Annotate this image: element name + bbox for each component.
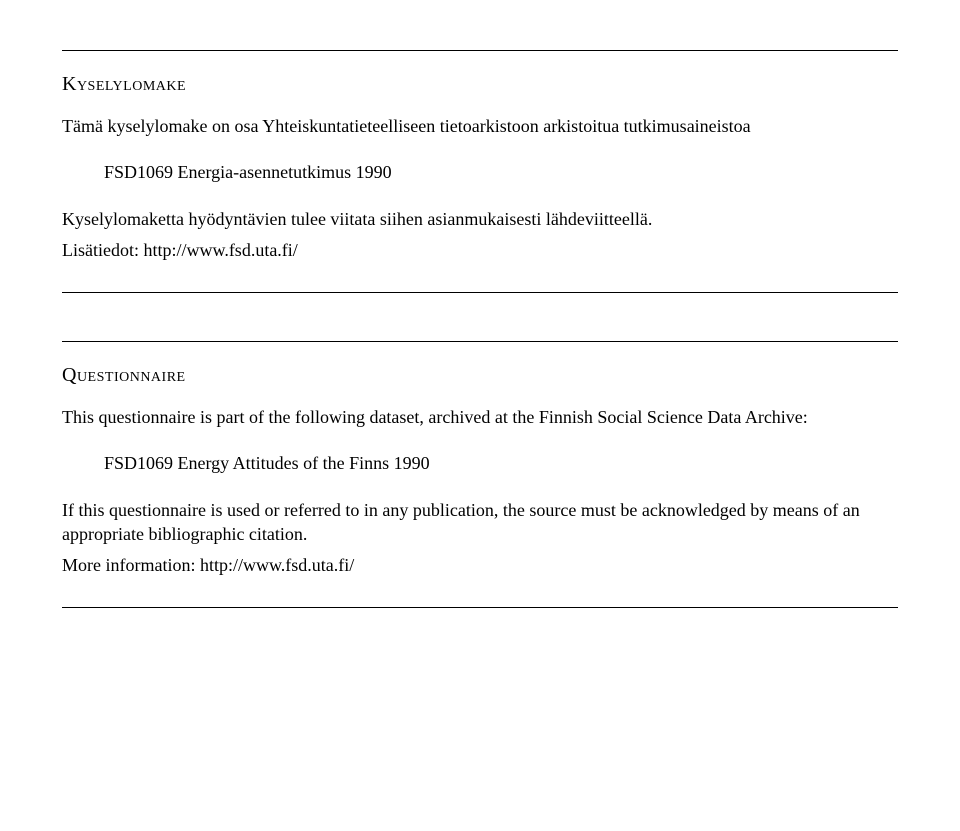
- title-fi: Kyselylomake: [62, 73, 898, 96]
- note-fi: Kyselylomaketta hyödyntävien tulee viita…: [62, 207, 898, 231]
- section-finnish: Kyselylomake Tämä kyselylomake on osa Yh…: [62, 50, 898, 293]
- note-en: If this questionnaire is used or referre…: [62, 498, 898, 547]
- intro-fi: Tämä kyselylomake on osa Yhteiskuntatiet…: [62, 114, 898, 138]
- title-en: Questionnaire: [62, 364, 898, 387]
- section-english: Questionnaire This questionnaire is part…: [62, 341, 898, 608]
- more-en: More information: http://www.fsd.uta.fi/: [62, 553, 898, 577]
- intro-en: This questionnaire is part of the follow…: [62, 405, 898, 429]
- dataset-en: FSD1069 Energy Attitudes of the Finns 19…: [104, 453, 898, 474]
- dataset-fi: FSD1069 Energia-asennetutkimus 1990: [104, 162, 898, 183]
- more-fi: Lisätiedot: http://www.fsd.uta.fi/: [62, 238, 898, 262]
